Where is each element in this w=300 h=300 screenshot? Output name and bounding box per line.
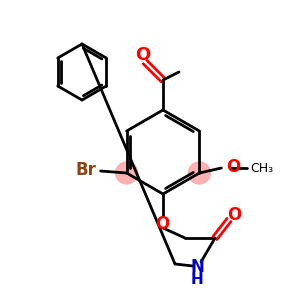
Text: N: N (190, 258, 204, 276)
Circle shape (116, 162, 138, 184)
Text: O: O (226, 158, 241, 176)
Text: H: H (190, 272, 203, 286)
Text: O: O (155, 215, 169, 233)
Text: CH₃: CH₃ (250, 161, 274, 175)
Text: O: O (227, 206, 241, 224)
Circle shape (188, 162, 210, 184)
Text: O: O (135, 46, 151, 64)
Text: Br: Br (76, 161, 97, 179)
